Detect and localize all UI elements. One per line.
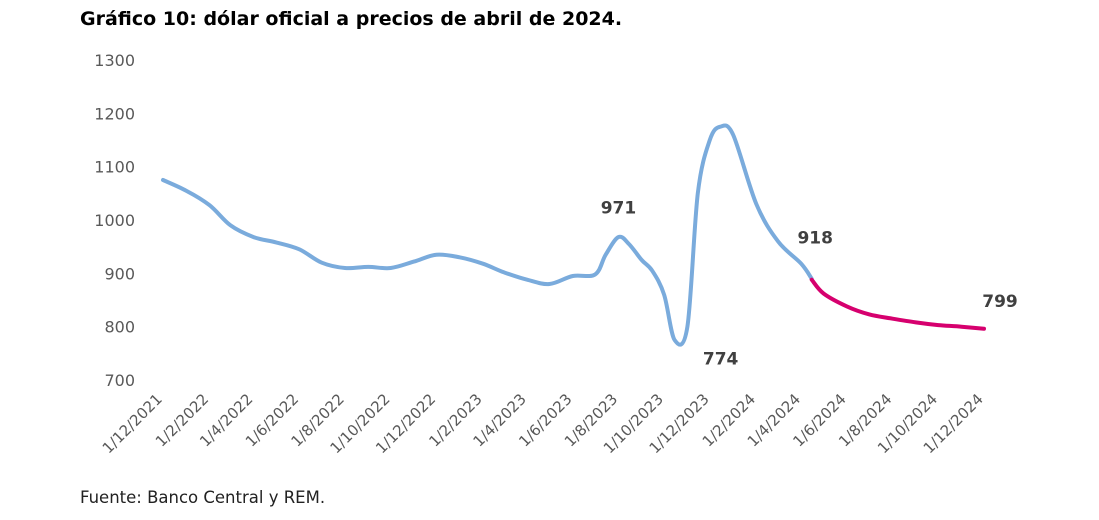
series-line-projection xyxy=(809,277,986,331)
data-label: 774 xyxy=(703,350,739,370)
y-tick-label: 1200 xyxy=(94,104,135,123)
y-tick-label: 700 xyxy=(104,371,135,390)
line-chart: 700 800 900 1000 1100 1200 1300 1/12/20211/2/2… xyxy=(94,51,1018,457)
y-tick-label: 900 xyxy=(104,264,135,283)
data-labels: 971 774 918 799 xyxy=(601,198,1018,369)
series-line-historical xyxy=(161,123,814,347)
chart-source: Fuente: Banco Central y REM. xyxy=(80,488,326,507)
chart-title: Gráfico 10: dólar oficial a precios de a… xyxy=(80,8,623,30)
y-tick-label: 800 xyxy=(104,318,135,337)
y-tick-label: 1300 xyxy=(94,51,135,70)
y-tick-label: 1100 xyxy=(94,158,135,177)
y-axis: 700 800 900 1000 1100 1200 1300 xyxy=(94,51,135,390)
y-tick-label: 1000 xyxy=(94,211,135,230)
data-label: 918 xyxy=(797,229,833,249)
series-layer xyxy=(161,123,986,347)
data-label: 799 xyxy=(982,292,1018,312)
x-tick-label: 1/12/2021 xyxy=(99,390,166,457)
data-label: 971 xyxy=(601,198,637,218)
x-axis: 1/12/20211/2/20221/4/20221/6/20221/8/202… xyxy=(99,390,987,457)
